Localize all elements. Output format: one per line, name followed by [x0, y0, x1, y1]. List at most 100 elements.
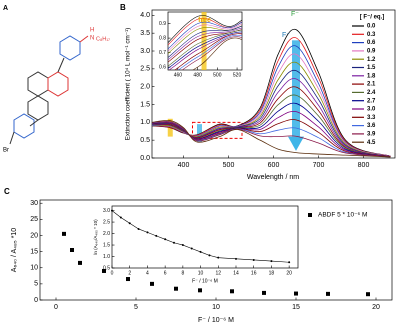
- x-tick-label: 800: [358, 162, 370, 169]
- x-tick-label: 0: [111, 270, 114, 276]
- x-tick-label: 520: [233, 72, 242, 78]
- data-point: [270, 260, 273, 263]
- arrow: [292, 40, 300, 137]
- data-point: [174, 286, 178, 291]
- x-tick-label: 18: [269, 270, 275, 276]
- x-tick-label: 0: [54, 304, 58, 311]
- data-point: [262, 290, 266, 295]
- x-tick-label: 6: [164, 270, 167, 276]
- y-tick-label: 2.0: [103, 231, 110, 237]
- y-tick-label: 0.7: [159, 50, 166, 56]
- y-tick-label: 0.6: [159, 64, 166, 70]
- y-tick-label: 3.5: [140, 30, 150, 37]
- x-axis-label: Wavelength / nm: [247, 174, 299, 181]
- data-point: [119, 216, 122, 219]
- panel-label: C: [4, 187, 10, 196]
- x-tick-label: 12: [216, 270, 222, 276]
- x-tick-label: 14: [233, 270, 239, 276]
- x-tick-label: 16: [251, 270, 257, 276]
- legend-label: 3.9: [367, 131, 376, 137]
- atom: C₈H₁₇: [96, 36, 110, 42]
- legend-label: 2.1: [367, 82, 376, 88]
- y-tick-label: 2.5: [103, 219, 110, 225]
- atom: N: [90, 36, 94, 42]
- panel-label: B: [120, 3, 126, 12]
- ring: [13, 113, 35, 139]
- data-point: [288, 261, 291, 264]
- data-point: [235, 257, 237, 260]
- bond: [29, 119, 39, 127]
- y-tick-label: 3.0: [103, 208, 110, 214]
- inset-plot: [168, 12, 242, 70]
- ring: [27, 95, 49, 121]
- y-tick-label: 15: [30, 248, 38, 255]
- data-point: [173, 241, 175, 244]
- panel-label: A: [3, 5, 8, 12]
- x-tick-label: 2: [128, 270, 131, 276]
- x-axis-label: F⁻ / 10⁻⁶ M: [198, 317, 234, 324]
- y-tick-label: 20: [30, 232, 38, 239]
- y-tick-label: 4.0: [140, 12, 150, 19]
- data-point: [70, 248, 74, 252]
- y-tick-label: 1.0: [140, 119, 150, 126]
- x-tick-label: 480: [193, 72, 202, 78]
- data-point: [102, 268, 106, 273]
- y-tick-label: 2.5: [140, 66, 150, 73]
- data-point: [208, 254, 211, 257]
- legend-label: 0.0: [367, 24, 376, 30]
- y-tick-label: 10: [30, 265, 38, 272]
- x-tick-label: 15: [292, 304, 300, 311]
- y-tick-label: 5: [34, 281, 38, 288]
- data-point: [126, 277, 130, 282]
- legend-marker: [308, 213, 312, 217]
- legend-label: 0.9: [367, 48, 376, 54]
- y-tick-label: 0.5: [103, 265, 110, 271]
- y-tick-label: 3.0: [140, 48, 150, 55]
- y-tick-label: 0: [34, 297, 38, 304]
- x-tick-label: 20: [372, 304, 380, 311]
- legend-label: 2.4: [367, 90, 376, 96]
- spectrum-line: [152, 119, 391, 158]
- data-point: [190, 247, 193, 250]
- atom: Br: [3, 148, 9, 154]
- data-point: [252, 258, 255, 261]
- legend-label: 3.3: [367, 115, 376, 121]
- x-tick-label: 5: [134, 304, 138, 311]
- y-tick-label: 30: [30, 200, 38, 207]
- atom: H: [90, 28, 94, 34]
- data-point: [137, 227, 140, 230]
- legend-label: 3.0: [367, 107, 376, 113]
- x-tick-label: 500: [223, 162, 235, 169]
- bond: [57, 57, 65, 73]
- y-axis-label: A₆₄₀ / A₄₈₅ *10: [11, 228, 18, 273]
- legend-label: 1.5: [367, 65, 376, 71]
- ring: [59, 35, 81, 61]
- data-point: [217, 256, 220, 259]
- legend-label: 0.3: [367, 32, 376, 38]
- legend-label: 0.6: [367, 40, 376, 46]
- y-tick-label: 1.0: [103, 254, 110, 260]
- annotation: free: [198, 17, 211, 24]
- x-tick-label: 500: [213, 72, 222, 78]
- x-tick-label: 10: [198, 270, 204, 276]
- legend-label: ABDF 5 * 10⁻⁶ M: [318, 212, 367, 219]
- data-point: [78, 260, 82, 265]
- highlight: [197, 124, 202, 142]
- data-point: [62, 231, 66, 236]
- plot-frame: [111, 205, 299, 269]
- data-point: [128, 222, 131, 225]
- legend-label: 3.6: [367, 123, 376, 129]
- data-point: [198, 288, 202, 293]
- structure: [9, 35, 89, 145]
- plot-area: [152, 28, 391, 158]
- y-tick-label: 0.0: [140, 155, 150, 162]
- legend-label: 4.5: [367, 140, 376, 146]
- x-tick-label: 8: [181, 270, 184, 276]
- ring: [27, 71, 49, 97]
- x-tick-label: 400: [178, 162, 190, 169]
- legend-label: 2.7: [367, 98, 376, 104]
- data-point: [111, 209, 113, 212]
- x-tick-label: 20: [286, 270, 292, 276]
- ring: [47, 71, 69, 97]
